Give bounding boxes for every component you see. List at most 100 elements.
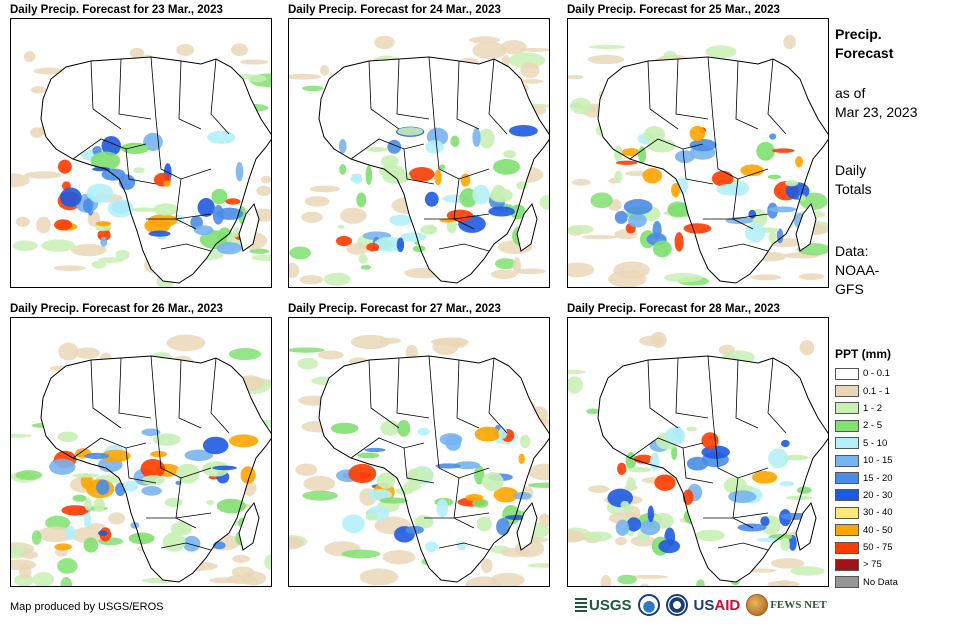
precip-area (652, 240, 672, 258)
africa-map (568, 34, 828, 287)
precip-area (768, 231, 777, 244)
precip-area (20, 550, 39, 559)
precip-area (356, 192, 367, 208)
precip-area (408, 167, 435, 182)
precip-area (683, 223, 712, 234)
precip-area (96, 479, 110, 495)
precip-area (309, 185, 341, 193)
precip-area (320, 65, 330, 76)
precip-area (770, 558, 805, 569)
africa-map (568, 331, 828, 586)
country-border (178, 60, 202, 130)
precip-area (15, 470, 43, 481)
precip-area (98, 530, 108, 536)
precip-area (615, 160, 638, 165)
precip-area (667, 201, 689, 218)
precip-area (231, 43, 248, 57)
africa-map (289, 35, 549, 286)
precip-area (350, 175, 362, 183)
precip-area (663, 50, 677, 60)
precip-area (72, 473, 100, 478)
precip-area (788, 534, 797, 551)
precip-area (472, 127, 481, 147)
precip-area (341, 549, 381, 559)
legend-label: 15 - 20 (863, 472, 893, 484)
precip-area (493, 487, 519, 503)
precip-area (83, 537, 99, 553)
precip-area (785, 180, 799, 187)
usaid-logo-aid: AID (714, 596, 741, 614)
precip-area (615, 519, 630, 536)
precip-area (520, 62, 540, 79)
legend-swatch (835, 541, 859, 554)
precip-area (474, 426, 501, 442)
precip-area (588, 485, 609, 494)
precip-area (654, 474, 676, 491)
legend-swatch (835, 385, 859, 398)
precip-area (568, 74, 584, 80)
legend-item: 0.1 - 1 (835, 382, 945, 399)
precip-area (790, 566, 825, 576)
country-border (118, 58, 152, 120)
precip-area (53, 265, 86, 272)
precip-area (153, 433, 181, 446)
country-border (403, 447, 435, 484)
precip-area (207, 130, 236, 144)
precip-area (15, 216, 30, 227)
precip-area (571, 178, 591, 186)
fews-globe-icon (746, 594, 769, 616)
precip-area (711, 170, 734, 187)
as-of-date: as of Mar 23, 2023 (835, 84, 918, 122)
title-line: Forecast (835, 45, 894, 61)
country-border (178, 359, 202, 429)
precip-area (150, 450, 167, 458)
precip-area (469, 36, 501, 44)
precip-area (613, 261, 650, 279)
precip-area (12, 240, 38, 251)
precip-area (323, 272, 351, 286)
precip-area (767, 174, 781, 179)
precip-area (779, 481, 795, 487)
country-border (712, 118, 769, 180)
legend-swatch (835, 489, 859, 502)
precip-area (583, 531, 613, 542)
country-border (647, 60, 679, 130)
precip-area (581, 234, 618, 240)
source-line: NOAA- (835, 262, 880, 278)
legend-label: No Data (863, 576, 898, 588)
precip-area (170, 521, 192, 536)
precip-area (472, 498, 489, 508)
legend-swatch (835, 367, 859, 380)
precip-area (360, 264, 372, 270)
precip-area (32, 572, 55, 586)
legend-label: 2 - 5 (863, 420, 883, 432)
precip-area (446, 209, 474, 222)
precip-area (615, 537, 627, 546)
precip-area (140, 458, 166, 479)
country-border (767, 357, 787, 434)
precip-area (211, 188, 228, 205)
totals-line: Totals (835, 181, 872, 197)
legend-label: 0 - 0.1 (863, 368, 890, 380)
source-line: Data: (835, 243, 869, 259)
precip-area (226, 574, 257, 585)
precip-area (701, 432, 719, 449)
precip-area (500, 547, 531, 558)
precip-area (436, 498, 449, 518)
precip-area (108, 512, 126, 525)
precip-area (528, 463, 549, 481)
precip-area (339, 164, 347, 175)
precip-area (768, 206, 797, 213)
country-border (72, 437, 147, 459)
precip-area (33, 67, 64, 75)
precip-area (519, 79, 544, 84)
precip-area (231, 566, 255, 578)
precip-area (289, 262, 300, 279)
madagascar-outline (795, 202, 817, 252)
panel-title: Daily Precip. Forecast for 25 Mar., 2023 (567, 4, 780, 16)
data-source: Data: NOAA- GFS (835, 242, 879, 299)
precip-area (621, 148, 641, 157)
map-panel-5: Daily Precip. Forecast for 27 Mar., 2023 (288, 302, 550, 587)
precip-area (689, 138, 717, 152)
precip-area (23, 51, 36, 62)
